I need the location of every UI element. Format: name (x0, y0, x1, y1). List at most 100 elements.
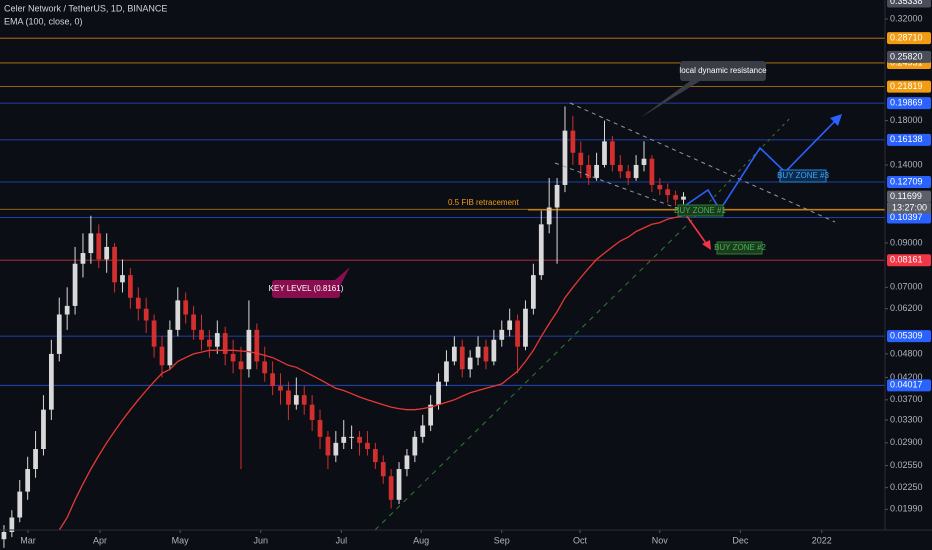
candle-body (41, 409, 46, 450)
candle-body (594, 164, 599, 179)
candle-body (96, 233, 102, 260)
level-tag (887, 97, 931, 110)
candle-body (88, 233, 94, 254)
candle-body (151, 320, 157, 347)
candle-body (436, 381, 441, 405)
level-tag (887, 80, 931, 93)
candle-body (25, 469, 31, 492)
candle-body (602, 141, 607, 165)
candle-body (80, 253, 86, 264)
zone-box (779, 169, 827, 183)
ema-line (58, 215, 684, 531)
price-label: 0.11699 (890, 191, 922, 201)
candle-body (546, 207, 552, 225)
candle-body (56, 314, 62, 354)
candle-body (104, 246, 110, 260)
annotation: 0.5 FIB retracement (448, 198, 519, 207)
support-trendline (374, 221, 691, 531)
y-tick-label: 0.03700 (890, 394, 923, 404)
candle-body (17, 491, 23, 518)
candle-body (665, 189, 671, 196)
candle-body (578, 152, 584, 165)
candle-body (270, 373, 275, 387)
candle-body (143, 308, 149, 321)
levels (0, 37, 885, 386)
indicator-label: EMA (100, close, 0) (4, 16, 83, 26)
candle-body (33, 449, 38, 470)
candle-body (673, 195, 678, 200)
candle-body (112, 246, 117, 283)
candle-body (120, 275, 125, 283)
bearish-path (685, 214, 709, 247)
zone-box (716, 241, 763, 255)
candle-body (9, 517, 15, 533)
drawings: local dynamic resistance 0.5 FIB retrace… (269, 61, 885, 531)
annotation: BUY ZONE #1 (674, 206, 726, 215)
candle-body (617, 164, 623, 172)
candle-body (238, 361, 244, 370)
candle-body (262, 361, 268, 374)
annotation: BUY ZONE #3 (777, 171, 829, 180)
candle-body (681, 196, 686, 200)
candle-body (657, 184, 663, 190)
candle-body (396, 469, 402, 500)
y-tick-label: 0.02550 (890, 460, 923, 470)
candle-body (515, 320, 520, 347)
candle-body (159, 346, 165, 366)
y-tick-label: 0.09000 (890, 237, 923, 247)
callout-pointer (640, 81, 700, 118)
y-tick-label: 0.03300 (890, 414, 923, 424)
x-tick-label: Oct (573, 535, 588, 545)
candle-body (633, 164, 639, 179)
y-tick-label: 0.04800 (890, 348, 923, 358)
candle-body (286, 390, 291, 405)
level-tag (887, 254, 931, 267)
candle-body (388, 476, 394, 500)
candle-body (317, 420, 323, 437)
candle-body (309, 404, 315, 421)
channel-upper (569, 102, 836, 223)
projection-path (685, 117, 839, 212)
y-tick-label: 0.06200 (890, 303, 923, 313)
candle-body (175, 300, 181, 330)
candle-body (404, 455, 410, 470)
candle-body (412, 436, 418, 456)
level-tag (887, 330, 931, 343)
x-tick-label: Aug (413, 535, 429, 545)
level-label: 0.28710 (890, 33, 923, 43)
x-tick-label: Jun (254, 535, 269, 545)
candles (1, 106, 686, 548)
level-tag (887, 133, 931, 146)
candle-body (167, 329, 173, 366)
x-tick-label: Mar (20, 535, 36, 545)
x-tick-label: 2022 (812, 535, 832, 545)
price-tag (887, 0, 931, 8)
candle-body (207, 339, 212, 347)
candle-body (475, 346, 481, 358)
candle-body (554, 184, 560, 208)
arrow-head (830, 114, 842, 126)
x-tick-label: May (172, 535, 190, 545)
level-tag (887, 211, 931, 224)
candle-body (428, 404, 434, 426)
candle-body (72, 263, 78, 306)
level-label: 0.12709 (890, 176, 923, 186)
candle-body (199, 329, 204, 340)
y-tick-label: 0.14000 (890, 159, 923, 169)
candle-body (191, 314, 196, 330)
y-tick-label: 0.02250 (890, 482, 923, 492)
y-tick-label: 0.01990 (890, 504, 923, 514)
level-label: 0.04017 (890, 380, 923, 390)
candle-body (459, 346, 465, 370)
candle-body (380, 462, 386, 477)
level-label: 0.16138 (890, 134, 923, 144)
candle-body (301, 395, 307, 405)
callout-box (272, 280, 340, 298)
annotation: local dynamic resistance (679, 66, 767, 75)
level-tag (887, 32, 931, 45)
x-tick-label: Nov (652, 535, 669, 545)
y-tick-label: 0.18000 (890, 115, 923, 125)
y-tick-label: 0.04200 (890, 372, 923, 382)
candle-body (278, 386, 283, 391)
candle-body (586, 164, 592, 179)
